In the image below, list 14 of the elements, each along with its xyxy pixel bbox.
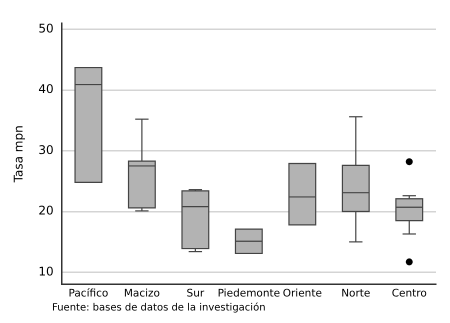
- y-tick-label: 10: [38, 264, 54, 278]
- x-tick-label: Pacífico: [68, 287, 108, 300]
- y-tick-label: 40: [38, 82, 54, 96]
- y-tick-label: 20: [38, 204, 54, 218]
- x-tick-label: Sur: [186, 287, 205, 300]
- y-tick-label: 50: [38, 21, 54, 36]
- y-axis-title: Tasa mpn: [11, 125, 26, 184]
- x-tick-label: Centro: [392, 287, 427, 300]
- x-tick-label: Oriente: [282, 287, 322, 300]
- x-tick-label: Piedemonte: [218, 287, 280, 300]
- x-tick-label: Norte: [341, 287, 370, 300]
- x-tick-label: Macizo: [124, 287, 160, 300]
- source-note: Fuente: bases de datos de la investigación: [52, 302, 266, 314]
- y-tick-label: 30: [38, 142, 54, 157]
